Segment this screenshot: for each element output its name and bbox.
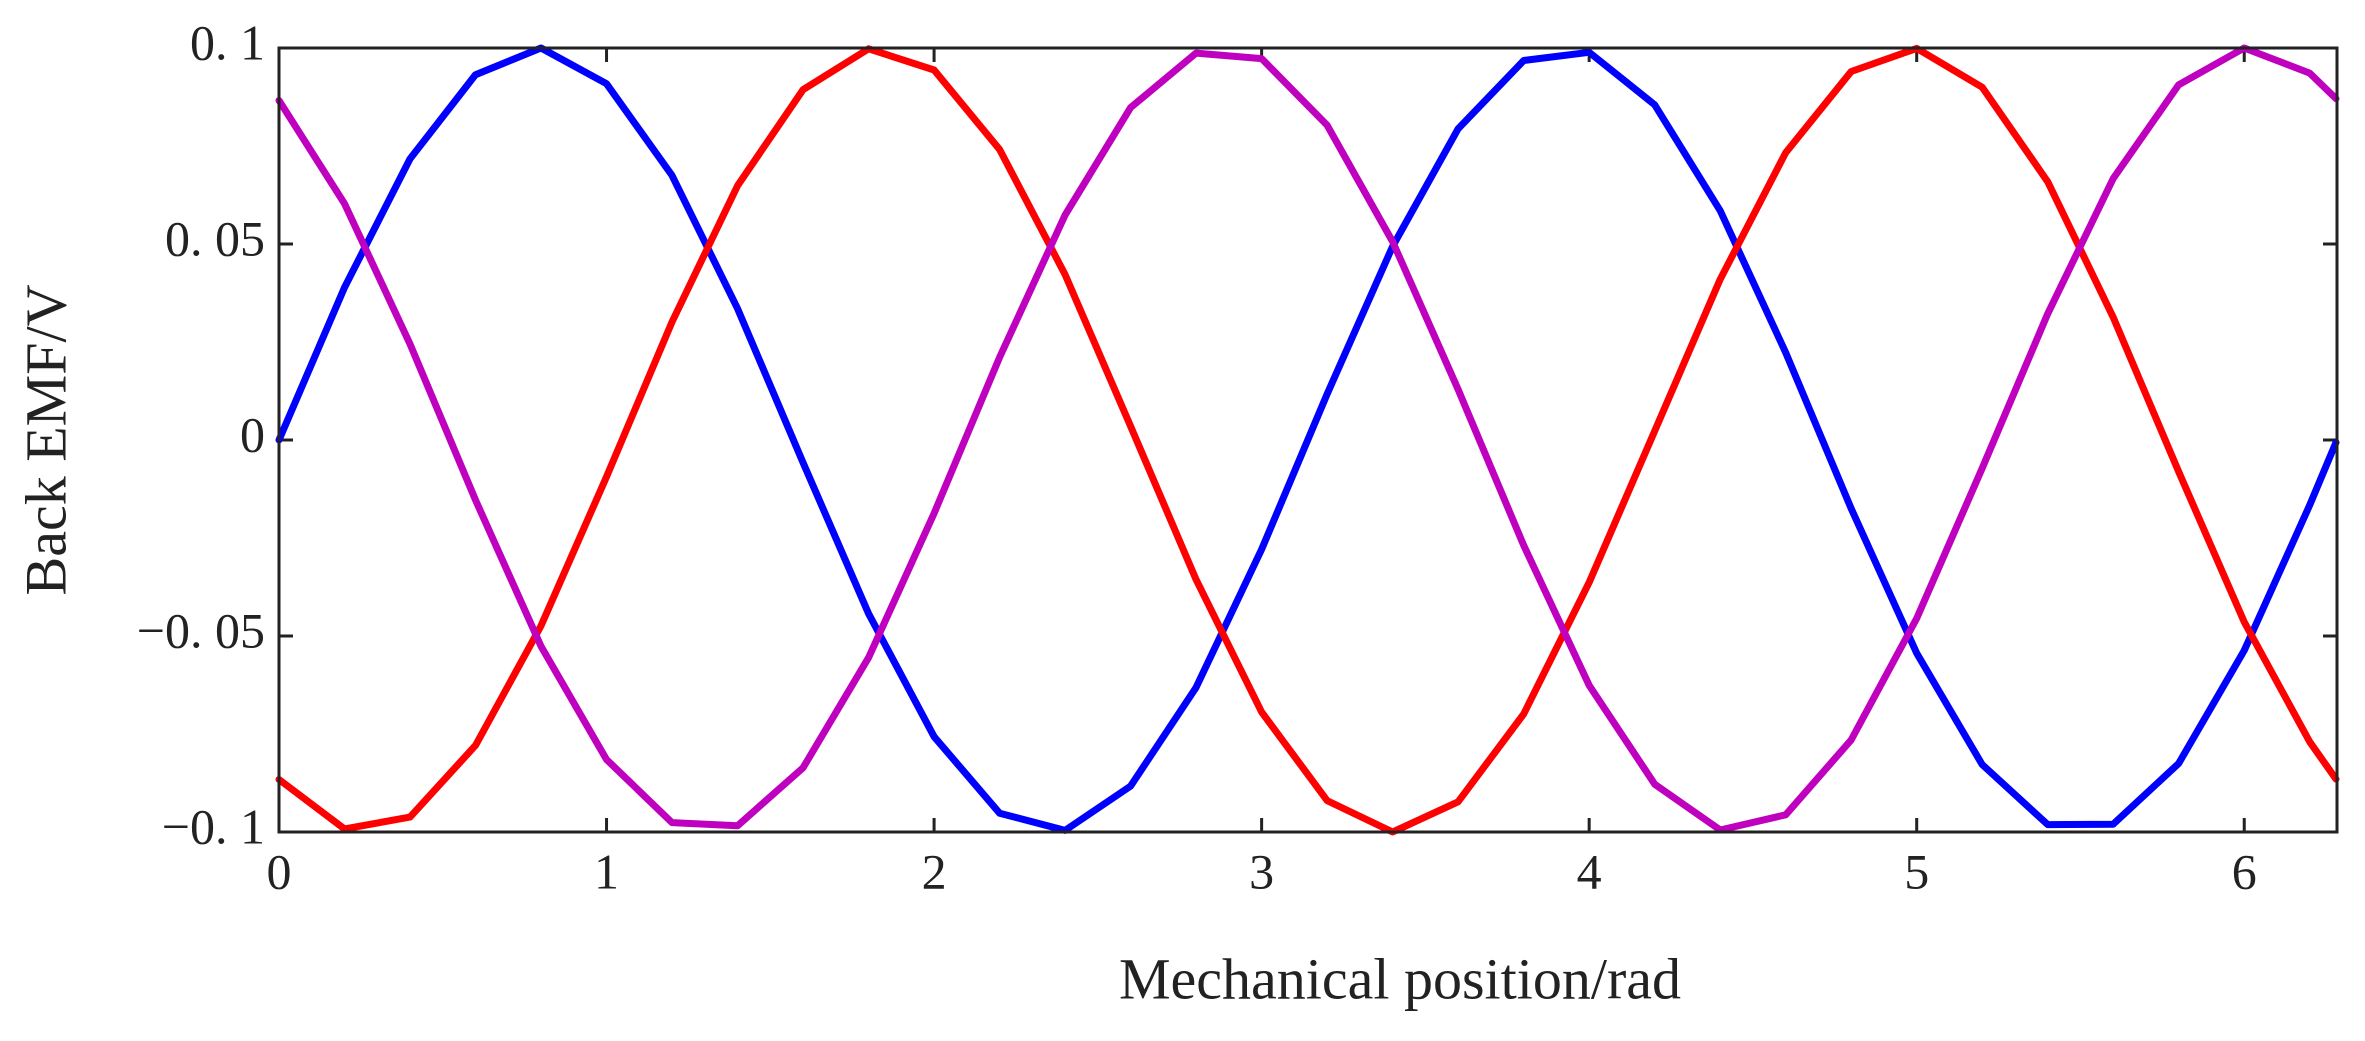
x-axis-label: Mechanical position/rad bbox=[1119, 946, 1681, 1011]
y-tick-label: 0. 1 bbox=[190, 14, 265, 70]
x-tick-label: 4 bbox=[1577, 843, 1602, 899]
x-tick-label: 0 bbox=[267, 843, 292, 899]
plot-frame bbox=[277, 46, 2339, 834]
x-tick-label: 1 bbox=[594, 843, 619, 899]
x-tick-label: 3 bbox=[1249, 843, 1274, 899]
x-tick-label: 5 bbox=[1904, 843, 1929, 899]
series-line bbox=[275, 44, 2340, 834]
x-tick-label: 6 bbox=[2232, 843, 2257, 899]
y-tick-label: −0. 1 bbox=[162, 798, 265, 854]
y-axis-label: Back EMF/V bbox=[13, 284, 78, 595]
series-line bbox=[275, 44, 2340, 836]
y-tick-label: 0. 05 bbox=[165, 210, 265, 266]
y-tick-label: 0 bbox=[240, 406, 265, 462]
x-tick-label: 2 bbox=[922, 843, 947, 899]
y-tick-label: −0. 05 bbox=[137, 602, 265, 658]
series-line bbox=[275, 44, 2340, 834]
